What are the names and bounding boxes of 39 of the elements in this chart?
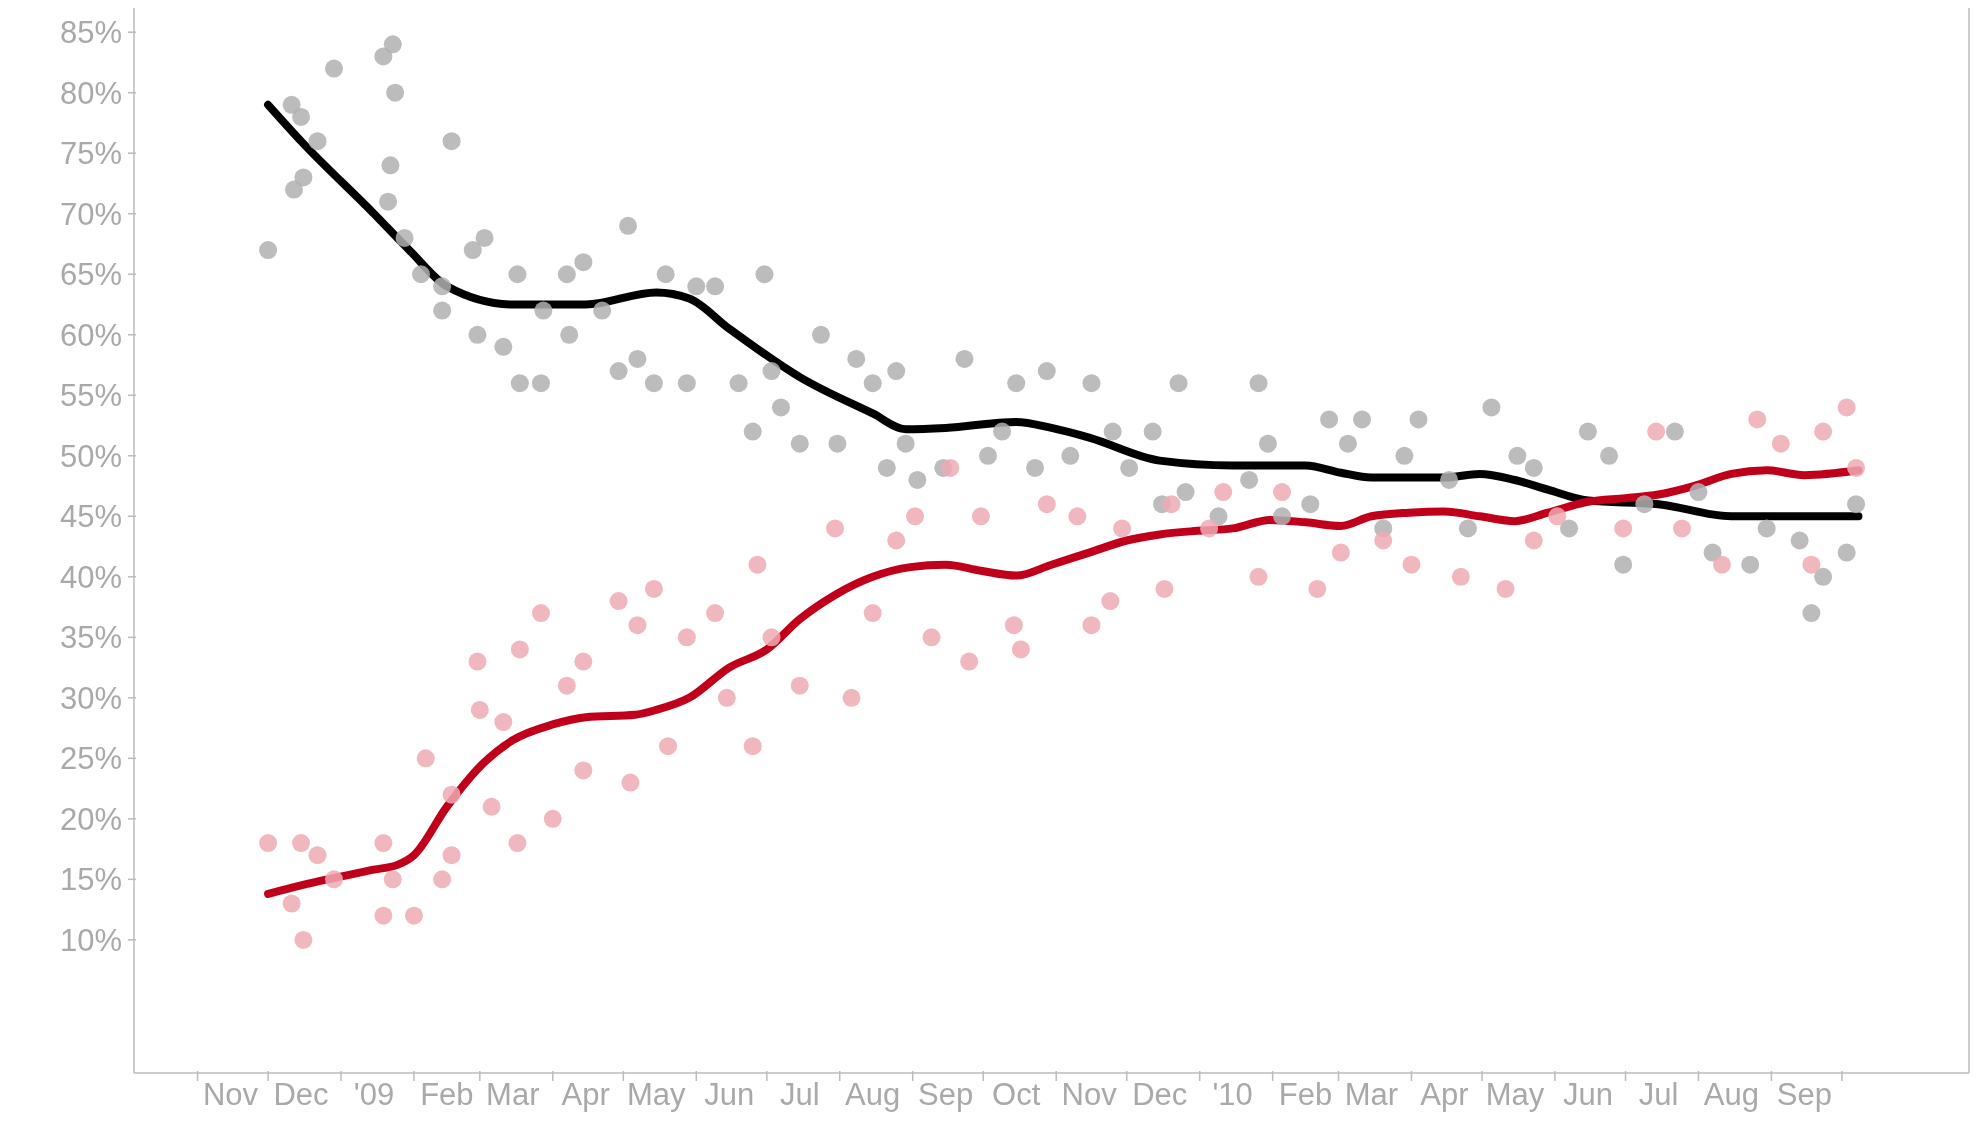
x-tick-label: Feb — [1278, 1077, 1333, 1112]
x-tick-label: Oct — [992, 1077, 1041, 1112]
y-tick-label: 55% — [59, 378, 122, 414]
y-tick-label: 65% — [59, 257, 122, 293]
x-tick-label: May — [626, 1077, 687, 1112]
x-tick-label: Apr — [561, 1077, 610, 1112]
y-tick-label: 15% — [59, 862, 122, 898]
x-tick-label: Jun — [704, 1077, 755, 1112]
x-tick-label: Dec — [1132, 1077, 1188, 1112]
y-tick-label: 70% — [59, 196, 122, 232]
y-tick-label: 30% — [59, 680, 122, 716]
y-tick-label: 10% — [59, 922, 122, 958]
y-tick-label: 35% — [59, 620, 122, 656]
x-tick-label: Nov — [202, 1077, 259, 1112]
x-tick-label: Sep — [918, 1077, 974, 1112]
y-tick-label: 50% — [59, 438, 122, 474]
y-tick-label: 60% — [59, 317, 122, 353]
x-tick-label: Mar — [1344, 1077, 1399, 1112]
x-tick-label: Sep — [1776, 1077, 1832, 1112]
y-tick-label: 45% — [59, 499, 122, 535]
x-tick-label: Aug — [1703, 1077, 1759, 1112]
y-tick-label: 20% — [59, 801, 122, 837]
x-tick-label: Nov — [1061, 1077, 1118, 1112]
y-tick-label: 25% — [59, 741, 122, 777]
x-tick-label: Jul — [779, 1077, 820, 1112]
x-tick-label: Feb — [420, 1077, 474, 1112]
y-tick-label: 80% — [59, 75, 122, 111]
x-tick-label: Aug — [845, 1077, 901, 1112]
x-tick-label: Jul — [1638, 1077, 1679, 1112]
y-tick-label: 40% — [59, 559, 122, 595]
x-tick-label: '10 — [1212, 1077, 1253, 1112]
y-tick-label: 85% — [59, 15, 122, 51]
y-tick-label: 75% — [59, 136, 122, 172]
x-tick-label: Dec — [273, 1077, 329, 1112]
x-tick-label: Jun — [1562, 1077, 1613, 1112]
x-tick-label: Mar — [486, 1077, 540, 1112]
x-tick-label: '09 — [353, 1077, 395, 1112]
x-tick-label: Apr — [1420, 1077, 1469, 1112]
x-tick-label: May — [1485, 1077, 1545, 1112]
